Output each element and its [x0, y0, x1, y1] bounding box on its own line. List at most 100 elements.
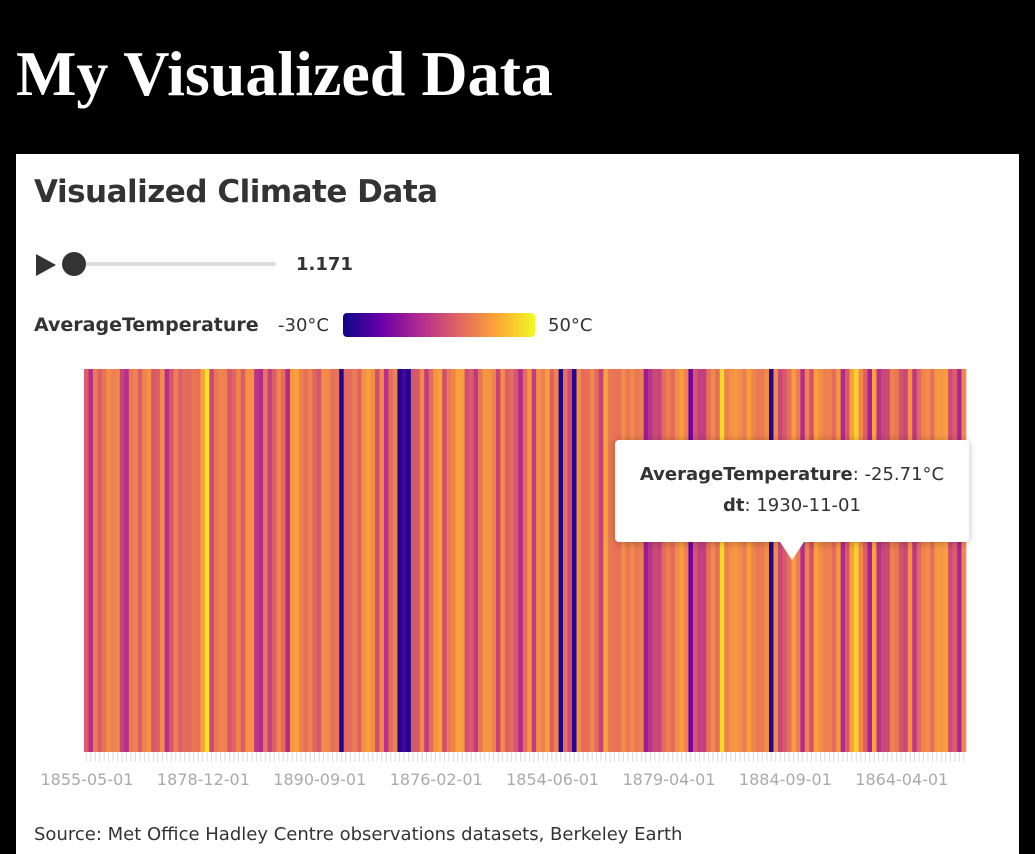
heatmap-cell[interactable]	[186, 369, 192, 752]
heatmap-cell[interactable]	[563, 369, 568, 752]
heatmap-cell[interactable]	[576, 369, 582, 752]
heatmap-cell[interactable]	[124, 369, 130, 752]
heatmap-cell[interactable]	[84, 369, 89, 752]
heatmap-cell[interactable]	[227, 369, 233, 752]
heatmap-cell[interactable]	[169, 369, 174, 752]
heatmap-cell[interactable]	[348, 369, 353, 752]
heatmap-cell[interactable]	[854, 369, 859, 752]
heatmap-cell[interactable]	[948, 369, 953, 752]
heatmap-cell[interactable]	[370, 369, 376, 752]
heatmap-cell[interactable]	[903, 369, 909, 752]
heatmap-cell[interactable]	[661, 369, 667, 752]
heatmap-cell[interactable]	[366, 369, 371, 752]
heatmap-cell[interactable]	[410, 369, 416, 752]
heatmap-cell[interactable]	[236, 369, 241, 752]
heatmap-cell[interactable]	[316, 369, 322, 752]
heatmap-cell[interactable]	[840, 369, 846, 752]
heatmap-cell[interactable]	[598, 369, 604, 752]
heatmap-cell[interactable]	[751, 369, 756, 752]
heatmap-cell[interactable]	[522, 369, 528, 752]
heatmap-cell[interactable]	[898, 369, 904, 752]
heatmap-cell[interactable]	[155, 369, 161, 752]
heatmap-cell[interactable]	[800, 369, 806, 752]
heatmap-cell[interactable]	[912, 369, 918, 752]
heatmap-cell[interactable]	[254, 369, 259, 752]
heatmap-cell[interactable]	[657, 369, 662, 752]
heatmap-cell[interactable]	[791, 369, 797, 752]
heatmap-cell[interactable]	[128, 369, 134, 752]
heatmap-cell[interactable]	[92, 369, 98, 752]
heatmap-cell[interactable]	[863, 369, 868, 752]
heatmap-cell[interactable]	[679, 369, 685, 752]
heatmap-cell[interactable]	[701, 369, 707, 752]
heatmap-cell[interactable]	[957, 369, 962, 752]
heatmap-cell[interactable]	[889, 369, 895, 752]
heatmap-cell[interactable]	[518, 369, 524, 752]
heatmap-cell[interactable]	[585, 369, 591, 752]
heatmap-cell[interactable]	[442, 369, 447, 752]
heatmap-cell[interactable]	[813, 369, 819, 752]
heatmap-cell[interactable]	[204, 369, 210, 752]
heatmap-cell[interactable]	[688, 369, 694, 752]
heatmap-cell[interactable]	[137, 369, 143, 752]
heatmap-cell[interactable]	[486, 369, 492, 752]
heatmap-cell[interactable]	[630, 369, 635, 752]
heatmap-cell[interactable]	[437, 369, 443, 752]
heatmap-cell[interactable]	[939, 369, 944, 752]
heatmap-cell[interactable]	[683, 369, 689, 752]
heatmap-cell[interactable]	[339, 369, 344, 752]
heatmap-cell[interactable]	[509, 369, 515, 752]
heatmap-cell[interactable]	[164, 369, 170, 752]
heatmap-cell[interactable]	[495, 369, 501, 752]
heatmap-cell[interactable]	[549, 369, 555, 752]
heatmap-cell[interactable]	[504, 369, 510, 752]
heatmap-cell[interactable]	[397, 369, 403, 752]
heatmap-cell[interactable]	[469, 369, 474, 752]
heatmap-cell[interactable]	[343, 369, 349, 752]
heatmap-cell[interactable]	[674, 369, 680, 752]
heatmap-cell[interactable]	[652, 369, 658, 752]
heatmap-cell[interactable]	[760, 369, 765, 752]
heatmap-cell[interactable]	[621, 369, 627, 752]
heatmap-cell[interactable]	[142, 369, 147, 752]
heatmap-cell[interactable]	[934, 369, 940, 752]
heatmap-cell[interactable]	[827, 369, 832, 752]
heatmap-cell[interactable]	[392, 369, 398, 752]
heatmap-cell[interactable]	[545, 369, 550, 752]
heatmap-cell[interactable]	[795, 369, 801, 752]
heatmap-cell[interactable]	[294, 369, 300, 752]
heatmap-cell[interactable]	[648, 369, 653, 752]
heatmap-cell[interactable]	[867, 369, 873, 752]
heatmap-cell[interactable]	[267, 369, 273, 752]
heatmap-cell[interactable]	[325, 369, 331, 752]
heatmap-cell[interactable]	[352, 369, 358, 752]
heatmap-cell[interactable]	[697, 369, 703, 752]
heatmap-cell[interactable]	[643, 369, 649, 752]
heatmap-cell[interactable]	[110, 369, 116, 752]
heatmap-cell[interactable]	[312, 369, 318, 752]
heatmap-cell[interactable]	[482, 369, 488, 752]
heatmap-cell[interactable]	[531, 369, 537, 752]
heatmap-cell[interactable]	[231, 369, 237, 752]
heatmap-cell[interactable]	[692, 369, 698, 752]
heatmap-cell[interactable]	[746, 369, 752, 752]
heatmap-cell[interactable]	[554, 369, 559, 752]
heatmap-cell[interactable]	[446, 369, 452, 752]
heatmap-cell[interactable]	[178, 369, 183, 752]
heatmap-cell[interactable]	[119, 369, 125, 752]
play-button[interactable]	[34, 254, 58, 276]
heatmap-cell[interactable]	[500, 369, 506, 752]
heatmap-cell[interactable]	[769, 369, 774, 752]
heatmap-cell[interactable]	[733, 369, 738, 752]
heatmap-cell[interactable]	[612, 369, 618, 752]
heatmap-cell[interactable]	[424, 369, 430, 752]
heatmap-cell[interactable]	[263, 369, 268, 752]
heatmap-cell[interactable]	[594, 369, 600, 752]
heatmap-cell[interactable]	[540, 369, 546, 752]
heatmap-cell[interactable]	[182, 369, 188, 752]
heatmap-cell[interactable]	[213, 369, 219, 752]
heatmap-cell[interactable]	[845, 369, 850, 752]
heatmap-cell[interactable]	[706, 369, 712, 752]
heatmap-cell[interactable]	[383, 369, 389, 752]
heatmap-cell[interactable]	[491, 369, 497, 752]
